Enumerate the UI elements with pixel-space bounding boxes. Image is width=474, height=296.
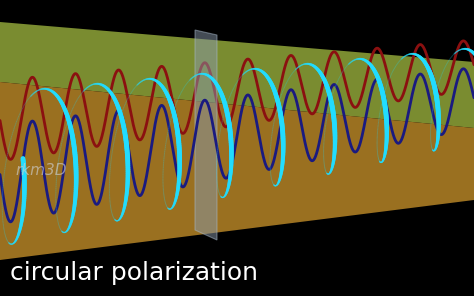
- Text: rkm3D: rkm3D: [15, 163, 66, 178]
- Polygon shape: [0, 22, 474, 128]
- Polygon shape: [0, 82, 474, 260]
- Text: circular polarization: circular polarization: [10, 261, 258, 285]
- Polygon shape: [195, 30, 217, 240]
